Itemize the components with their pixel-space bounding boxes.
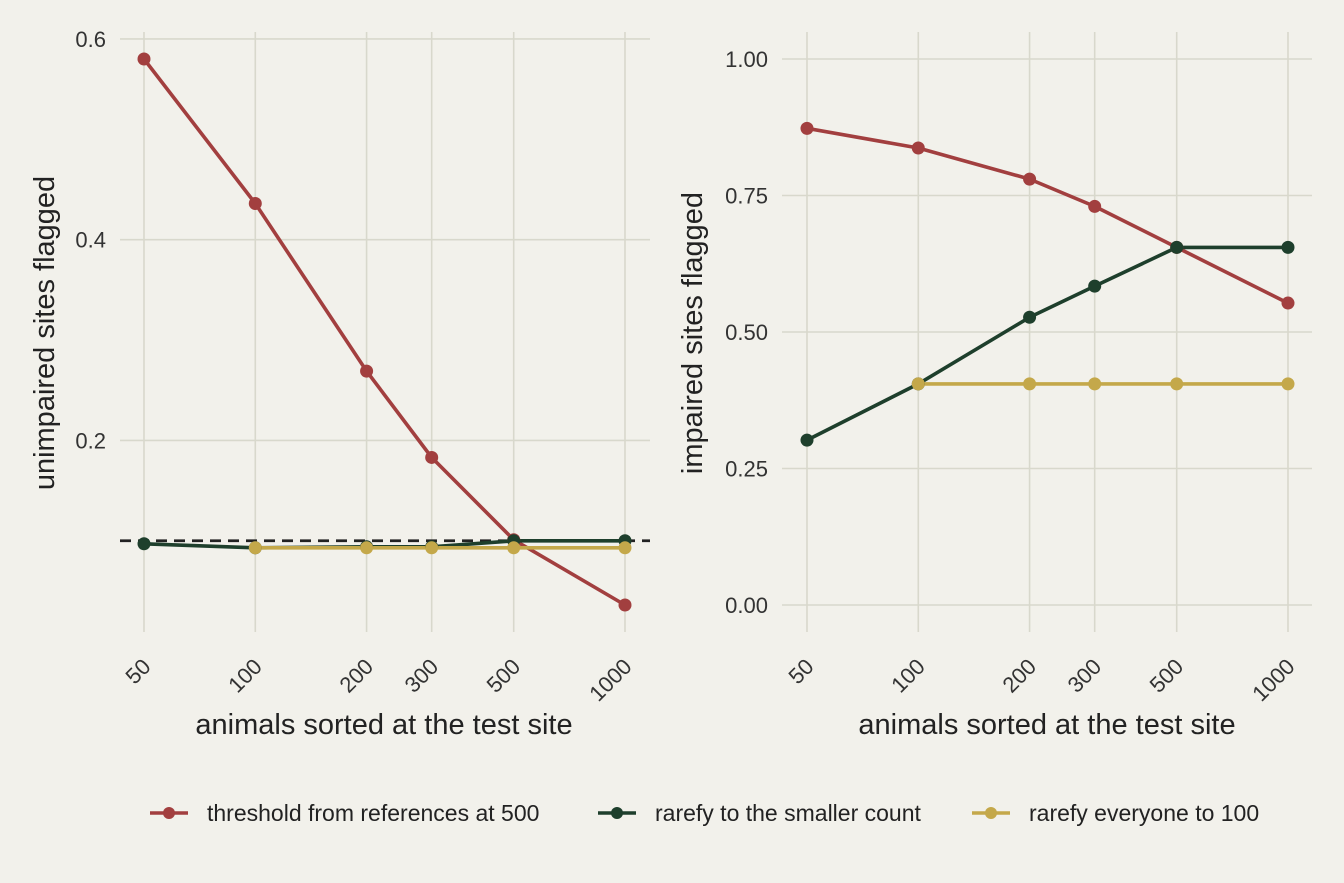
y-tick-label: 0.75 xyxy=(725,184,768,209)
y-tick-label: 1.00 xyxy=(725,47,768,72)
data-point-s0 xyxy=(360,364,374,378)
y-tick-label: 0.2 xyxy=(75,428,106,453)
x-tick-label: 300 xyxy=(400,654,444,698)
data-point-s2 xyxy=(248,541,262,555)
data-point-s2 xyxy=(1088,377,1102,391)
x-axis-title: animals sorted at the test site xyxy=(195,709,572,741)
data-point-s2 xyxy=(507,541,521,555)
data-point-s0 xyxy=(1023,172,1037,186)
data-point-s1 xyxy=(1170,240,1184,254)
data-point-s1 xyxy=(1088,279,1102,293)
y-tick-label: 0.25 xyxy=(725,457,768,482)
data-point-s2 xyxy=(1023,377,1037,391)
legend-label: rarefy to the smaller count xyxy=(655,800,922,826)
x-tick-label: 500 xyxy=(1145,654,1189,698)
x-axis-title: animals sorted at the test site xyxy=(858,709,1235,741)
data-point-s0 xyxy=(1281,296,1295,310)
data-point-s0 xyxy=(911,141,925,155)
y-tick-label: 0.4 xyxy=(75,228,106,253)
panel-impaired: 0.00 0.25 0.50 0.75 1.00 50 100 200 300 500 1000 an… xyxy=(677,32,1312,741)
legend-item-rarefy-smaller: rarefy to the smaller count xyxy=(598,800,922,826)
data-point-s0 xyxy=(137,52,151,66)
legend-key-point xyxy=(611,807,623,819)
x-tick-label: 1000 xyxy=(1247,654,1299,706)
x-tick-label: 300 xyxy=(1063,654,1107,698)
data-point-s1 xyxy=(1281,240,1295,254)
x-tick-label: 500 xyxy=(482,654,526,698)
legend-key-point xyxy=(163,807,175,819)
data-point-s0 xyxy=(1088,199,1102,213)
series-line-0 xyxy=(142,57,626,607)
data-point-s0 xyxy=(248,197,262,211)
data-point-s2 xyxy=(618,541,632,555)
x-tick-label: 100 xyxy=(886,654,930,698)
data-point-s1 xyxy=(137,537,151,551)
x-tick-label: 200 xyxy=(334,654,378,698)
legend-label: threshold from references at 500 xyxy=(207,800,539,826)
y-tick-label: 0.00 xyxy=(725,593,768,618)
data-point-s0 xyxy=(800,121,814,135)
x-tick-label: 100 xyxy=(223,654,267,698)
data-point-s1 xyxy=(1023,310,1037,324)
data-point-s2 xyxy=(1170,377,1184,391)
y-axis-title: impaired sites flagged xyxy=(677,192,709,474)
series-line-0 xyxy=(806,126,1289,305)
legend-label: rarefy everyone to 100 xyxy=(1029,800,1259,826)
data-point-s1 xyxy=(800,433,814,447)
legend: threshold from references at 500 rarefy … xyxy=(150,800,1259,826)
panel-unimpaired: 0.2 0.4 0.6 50 100 200 300 500 1000 animals sorte… xyxy=(29,27,650,741)
x-tick-label: 200 xyxy=(997,654,1041,698)
legend-item-threshold: threshold from references at 500 xyxy=(150,800,539,826)
legend-item-rarefy-100: rarefy everyone to 100 xyxy=(972,800,1259,826)
legend-key-point xyxy=(985,807,997,819)
y-tick-label: 0.50 xyxy=(725,320,768,345)
x-tick-label: 50 xyxy=(121,654,156,689)
y-tick-label: 0.6 xyxy=(75,27,106,52)
series-line-1 xyxy=(806,245,1288,442)
x-tick-label: 50 xyxy=(784,654,819,689)
data-point-s0 xyxy=(425,450,439,464)
data-point-s2 xyxy=(1281,377,1295,391)
data-point-s2 xyxy=(425,541,439,555)
x-tick-label: 1000 xyxy=(584,654,636,706)
data-point-s2 xyxy=(911,377,925,391)
y-axis-title: unimpaired sites flagged xyxy=(29,176,61,490)
data-point-s0 xyxy=(618,598,632,612)
data-point-s2 xyxy=(360,541,374,555)
